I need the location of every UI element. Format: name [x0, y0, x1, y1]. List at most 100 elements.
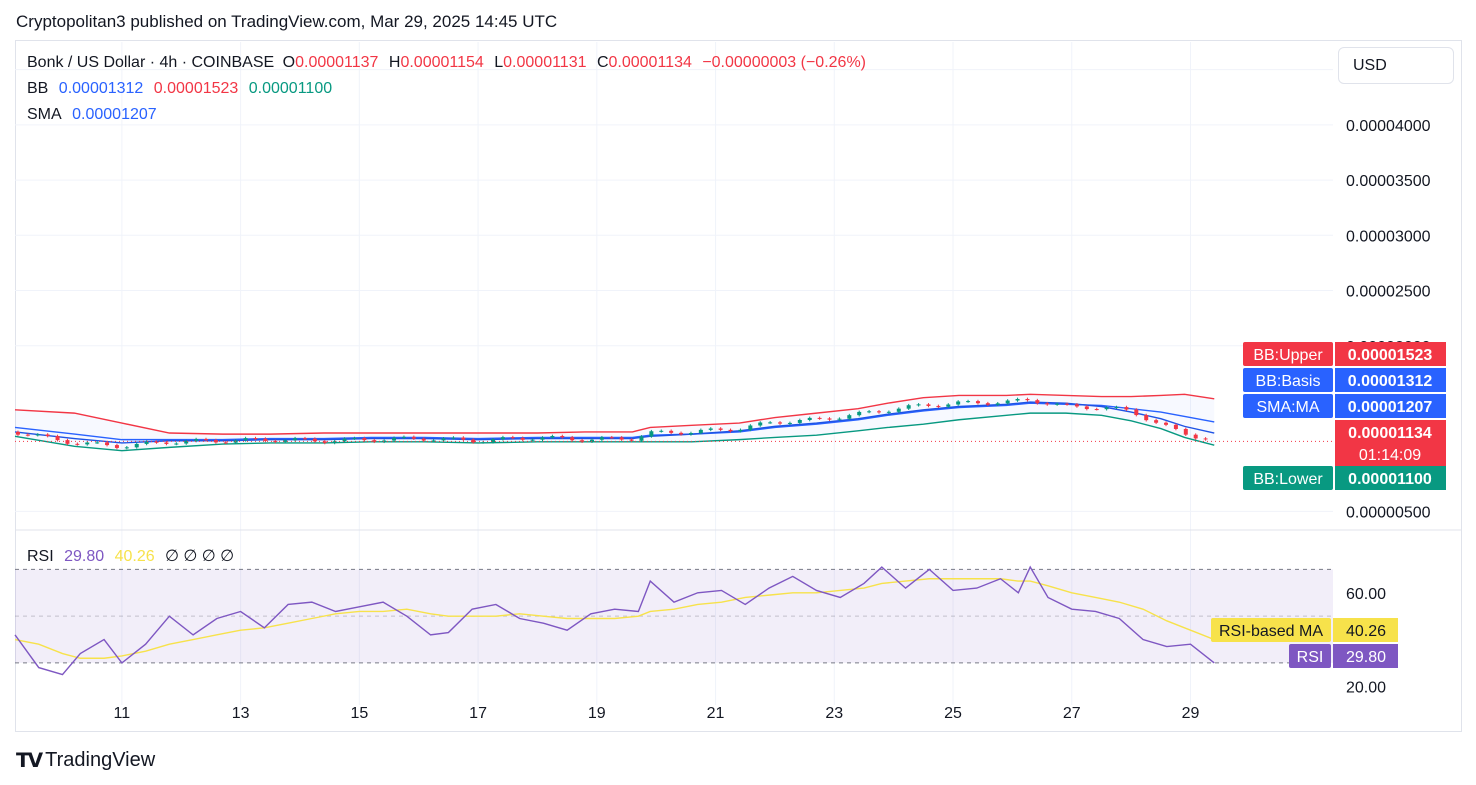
price-label-value: 0.00001523	[1348, 347, 1433, 364]
price-label-value: 0.00001312	[1348, 373, 1433, 390]
open-value: 0.00001137	[295, 54, 379, 71]
high-label: H	[388, 54, 401, 71]
rsi-tick-label: 20.00	[1346, 679, 1386, 696]
candle-body	[401, 436, 406, 438]
price-label-value: 0.00001207	[1348, 399, 1433, 416]
footer-brand-text: TradingView	[45, 749, 156, 771]
candle-body	[589, 439, 594, 442]
candle-body	[827, 418, 832, 420]
bb-label: BB	[27, 80, 49, 97]
candle-body	[817, 417, 822, 419]
price-label: BB:Lower 0.00001100	[1243, 466, 1446, 490]
candle-body	[263, 438, 268, 441]
candle-body	[184, 440, 189, 444]
candle-body	[659, 430, 664, 432]
candle-body	[352, 438, 357, 440]
footer-brand[interactable]: ꓔᐯ TradingView	[16, 748, 155, 773]
price-tick-label: 0.00003500	[1346, 173, 1431, 190]
candle-body	[1055, 403, 1060, 405]
rsi-label-name: RSI-based MA	[1219, 623, 1323, 640]
candle-body	[857, 411, 862, 416]
candle-body	[966, 401, 971, 403]
price-label-name: BB:Upper	[1253, 347, 1323, 364]
bb-legend[interactable]: BB 0.00001312 0.00001523 0.00001100	[27, 80, 338, 98]
bb-basis-value: 0.00001312	[58, 80, 144, 97]
candle-body	[679, 432, 684, 435]
currency-button[interactable]: USD	[1338, 47, 1454, 84]
candle-body	[837, 418, 842, 420]
x-tick-label: 23	[825, 705, 843, 722]
candle-body	[876, 411, 881, 413]
price-pane	[14, 393, 1333, 452]
candle-body	[629, 439, 634, 441]
low-label: L	[494, 54, 504, 71]
candle-body	[787, 422, 792, 424]
candle-body	[194, 439, 199, 441]
ohlc-legend: Bonk / US Dollar · 4h · COINBASE O0.0000…	[27, 54, 872, 72]
candle-body	[114, 445, 119, 448]
candle-body	[688, 433, 693, 435]
candle-body	[164, 442, 169, 444]
candle-body	[372, 440, 377, 442]
axis-labels: BB:Upper 0.00001523 BB:Basis 0.00001312 SMA:…	[1211, 342, 1446, 668]
price-label-name-bg	[1243, 394, 1333, 418]
candle-body	[985, 403, 990, 405]
x-tick-label: 15	[350, 705, 368, 722]
candle-body	[1183, 428, 1188, 435]
candle-body	[1124, 407, 1129, 410]
rsi-pane	[14, 565, 1333, 676]
price-label-value-bg	[1335, 368, 1446, 392]
x-tick-label: 11	[114, 705, 131, 722]
price-label-value: 0.00001100	[1348, 471, 1432, 488]
sma-value: 0.00001207	[72, 106, 157, 123]
candle-body	[560, 435, 565, 438]
x-tick-label: 29	[1182, 705, 1200, 722]
candle-body	[85, 442, 90, 445]
symbol-title[interactable]: Bonk / US Dollar · 4h · COINBASE	[27, 54, 275, 71]
candle-body	[1065, 403, 1070, 405]
price-label-name: BB:Basis	[1256, 373, 1321, 390]
candle-body	[312, 438, 317, 442]
candle-body	[580, 440, 585, 442]
candle-body	[134, 443, 139, 448]
sma-legend[interactable]: SMA 0.00001207	[27, 106, 163, 124]
price-label: 0.00001134 01:14:09	[1335, 420, 1446, 466]
price-label-value-bg	[1335, 394, 1446, 418]
candle-body	[1025, 398, 1030, 401]
candle-body	[550, 435, 555, 438]
x-tick-label: 25	[944, 705, 962, 722]
price-label-value-bg	[1335, 342, 1446, 366]
sma-label: SMA	[27, 106, 62, 123]
candle-body	[768, 422, 773, 424]
candle-body	[15, 431, 20, 435]
high-value: 0.00001154	[400, 54, 484, 71]
candle-body	[332, 441, 337, 443]
candle-body	[649, 431, 654, 437]
candle-body	[797, 419, 802, 423]
candle-body	[1015, 398, 1020, 401]
rsi-legend[interactable]: RSI 29.80 40.26 ∅ ∅ ∅ ∅	[27, 546, 240, 566]
candle-body	[124, 447, 129, 449]
price-label-value-bg	[1335, 420, 1446, 466]
candle-body	[302, 438, 307, 440]
candle-body	[174, 443, 179, 445]
candle-body	[1074, 404, 1079, 407]
candle-body	[1154, 420, 1159, 423]
price-label: SMA:MA 0.00001207	[1243, 394, 1446, 418]
price-label-name-bg	[1243, 342, 1333, 366]
x-tick-label: 13	[232, 705, 250, 722]
price-label-name-bg	[1243, 368, 1333, 392]
candle-body	[253, 438, 258, 440]
candle-body	[1134, 409, 1139, 416]
bb-upper-line	[14, 393, 1215, 435]
price-label-name-bg	[1243, 466, 1333, 490]
candle-body	[411, 436, 416, 439]
candle-body	[243, 438, 248, 441]
rsi-label: RSI	[27, 548, 54, 565]
candle-body	[35, 434, 40, 436]
candle-body	[451, 437, 456, 439]
bb-lower-line	[14, 412, 1215, 452]
candle-body	[95, 442, 100, 444]
candle-body	[807, 417, 812, 420]
